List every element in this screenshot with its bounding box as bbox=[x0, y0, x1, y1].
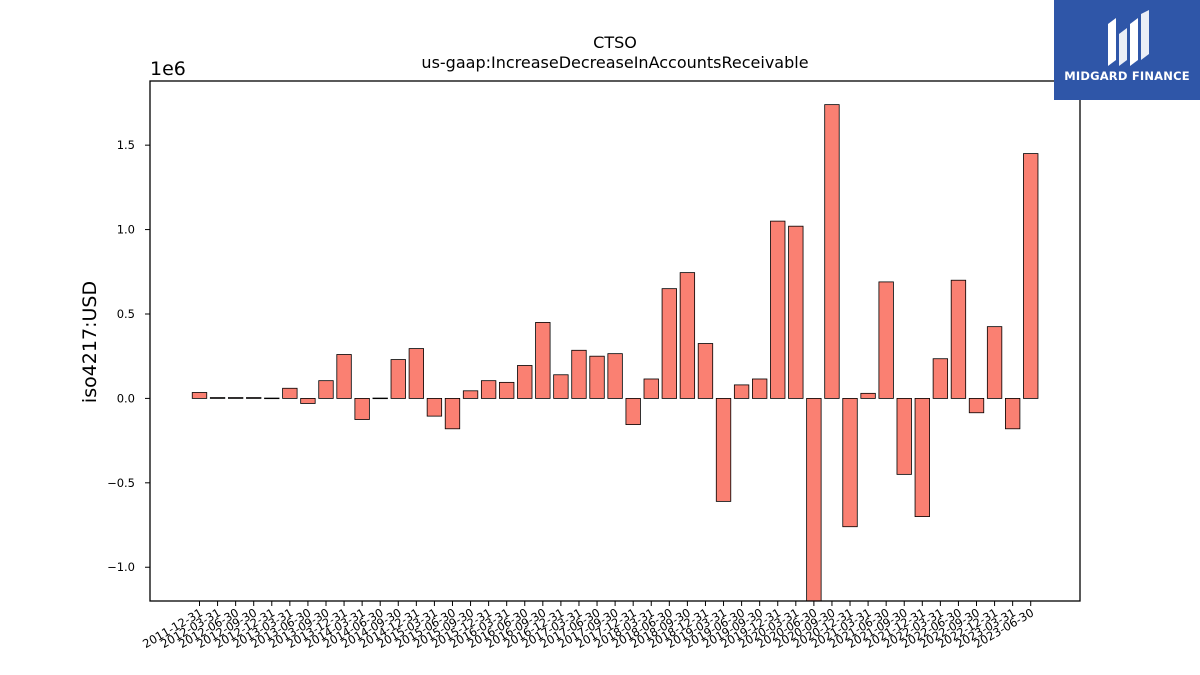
bar-2023-06-30 bbox=[1023, 153, 1039, 399]
bar-2015-09-30 bbox=[462, 390, 479, 399]
bar-2017-03-31 bbox=[571, 349, 587, 399]
bar-2014-06-30 bbox=[372, 397, 388, 400]
bar-2011-12-31 bbox=[191, 392, 208, 399]
y-ticks: −1.0 −0.5 0.0 0.5 1.0 1.5 bbox=[107, 138, 150, 574]
bar-2015-06-30 bbox=[444, 398, 461, 430]
bar-2012-09-30 bbox=[246, 397, 262, 399]
bar-2013-09-30 bbox=[318, 380, 334, 399]
bar-2012-06-30 bbox=[227, 397, 244, 399]
bar-2019-09-30 bbox=[752, 378, 768, 399]
bar-2012-03-31 bbox=[209, 397, 226, 399]
y-tick-label: 1.0 bbox=[117, 223, 135, 237]
bar-2023-03-31 bbox=[1005, 398, 1021, 430]
bars-layer bbox=[191, 104, 1039, 602]
bar-2022-09-30 bbox=[968, 398, 985, 414]
bar-2016-12-31 bbox=[553, 374, 569, 399]
y-tick-label: −1.0 bbox=[107, 560, 135, 574]
bar-2017-06-30 bbox=[589, 355, 605, 399]
y-tick-label: 1.5 bbox=[117, 138, 135, 152]
bar-2014-12-31 bbox=[408, 348, 424, 399]
bar-2019-06-30 bbox=[733, 384, 750, 399]
bar-2016-03-31 bbox=[499, 381, 515, 399]
y-tick-label: 0.0 bbox=[117, 391, 135, 405]
bar-2017-12-31 bbox=[625, 398, 641, 425]
logo-text: MIDGARD FINANCE bbox=[1064, 69, 1190, 83]
bar-2022-12-31 bbox=[986, 326, 1003, 399]
y-tick-label: −0.5 bbox=[107, 476, 135, 490]
bar-2017-09-30 bbox=[607, 353, 623, 399]
y-axis-multiplier: 1e6 bbox=[150, 58, 186, 80]
bar-2021-06-30 bbox=[878, 281, 894, 399]
bar-2018-03-31 bbox=[643, 378, 659, 399]
bar-2020-06-30 bbox=[806, 398, 822, 602]
bar-2013-06-30 bbox=[300, 398, 316, 404]
bar-2020-12-31 bbox=[842, 398, 858, 528]
bar-2018-12-31 bbox=[697, 343, 714, 399]
x-ticks: 2011-12-312012-03-312012-06-302012-09-30… bbox=[140, 601, 1036, 651]
bar-2020-09-30 bbox=[824, 104, 840, 399]
bar-2019-03-31 bbox=[715, 398, 732, 502]
bar-2018-06-30 bbox=[661, 288, 677, 399]
bar-2013-03-31 bbox=[282, 387, 298, 399]
chart-subtitle: us-gaap:IncreaseDecreaseInAccountsReceiv… bbox=[421, 53, 808, 72]
bar-2020-03-31 bbox=[788, 225, 804, 399]
bar-2013-12-31 bbox=[336, 354, 352, 399]
bar-2012-12-31 bbox=[264, 397, 280, 400]
y-axis-label: iso4217:USD bbox=[79, 281, 101, 403]
bar-2015-12-31 bbox=[480, 380, 497, 399]
chart-title: CTSO bbox=[593, 33, 637, 52]
bar-2021-09-30 bbox=[896, 398, 912, 475]
bar-2018-09-30 bbox=[679, 272, 696, 399]
bar-2014-03-31 bbox=[354, 398, 370, 420]
y-tick-label: 0.5 bbox=[117, 307, 135, 321]
bar-2016-06-30 bbox=[517, 365, 533, 399]
bar-2021-12-31 bbox=[914, 398, 930, 517]
midgard-finance-logo-icon bbox=[1108, 10, 1149, 66]
bar-2022-03-31 bbox=[932, 358, 949, 399]
bar-2014-09-30 bbox=[390, 359, 406, 399]
bar-2022-06-30 bbox=[950, 279, 967, 399]
bar-2019-12-31 bbox=[770, 220, 786, 399]
bar-2016-09-30 bbox=[535, 322, 551, 399]
plot-frame bbox=[149, 80, 1081, 602]
bar-2021-03-31 bbox=[860, 392, 876, 399]
bar-2015-03-31 bbox=[426, 398, 443, 417]
logo: MIDGARD FINANCE bbox=[1054, 0, 1200, 100]
